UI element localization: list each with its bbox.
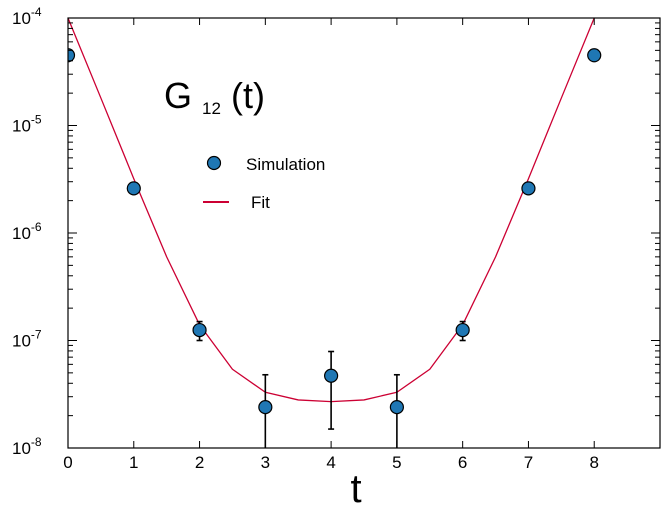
data-point — [324, 368, 339, 383]
x-tick-label: 2 — [195, 453, 204, 472]
data-point — [68, 48, 76, 63]
y-tick-label-exponent: -8 — [31, 435, 42, 449]
svg-text:G 12 (t): G 12 (t) — [164, 75, 265, 122]
legend-label-fit: Fit — [251, 193, 270, 212]
legend-item-simulation: Simulation — [206, 155, 325, 174]
y-tick-label-base: 10 — [12, 224, 31, 243]
data-point — [192, 322, 207, 338]
y-tick-label-base: 10 — [12, 439, 31, 458]
y-tick-label-exponent: -7 — [31, 328, 42, 342]
annotation-main: G — [164, 75, 192, 116]
y-tick-label: 10-5 — [12, 113, 42, 136]
data-point — [587, 48, 602, 63]
x-tick-label: 6 — [458, 453, 467, 472]
data-point — [126, 181, 141, 196]
annotation-suffix: (t) — [231, 75, 265, 116]
plot-content — [68, 18, 602, 448]
annotation-subscript: 12 — [202, 99, 221, 118]
data-point — [258, 400, 273, 415]
y-tick-label: 10-8 — [12, 435, 42, 458]
y-tick-label-base: 10 — [12, 117, 31, 136]
x-tick-label: 4 — [326, 453, 335, 472]
y-tick-label: 10-4 — [12, 5, 42, 28]
x-tick-label: 7 — [524, 453, 533, 472]
y-tick-label-exponent: -5 — [31, 113, 42, 127]
legend-point-marker — [206, 155, 222, 171]
x-axis-title: t — [350, 467, 361, 508]
y-tick-label-exponent: -6 — [31, 220, 42, 234]
annotation: G 12 (t) — [164, 75, 265, 122]
axes: 0 1 2 3 4 5 6 7 810-810-710-610-510-4 — [12, 5, 660, 472]
y-tick-label: 10-7 — [12, 328, 42, 351]
x-tick-label: 5 — [392, 453, 401, 472]
legend-item-fit: Fit — [203, 193, 270, 212]
y-tick-label: 10-6 — [12, 220, 42, 243]
legend-label-simulation: Simulation — [246, 155, 325, 174]
legend: Simulation Fit — [203, 155, 325, 212]
data-point — [521, 181, 536, 196]
x-tick-label: 8 — [589, 453, 598, 472]
y-tick-label-base: 10 — [12, 9, 31, 28]
y-tick-label-exponent: -4 — [31, 5, 42, 19]
y-tick-label-base: 10 — [12, 332, 31, 351]
x-tick-label: 0 — [63, 453, 72, 472]
data-point — [389, 400, 404, 415]
x-tick-label: 1 — [129, 453, 138, 472]
data-point — [455, 322, 470, 338]
fit-line — [68, 18, 595, 403]
x-tick-label: 3 — [261, 453, 270, 472]
